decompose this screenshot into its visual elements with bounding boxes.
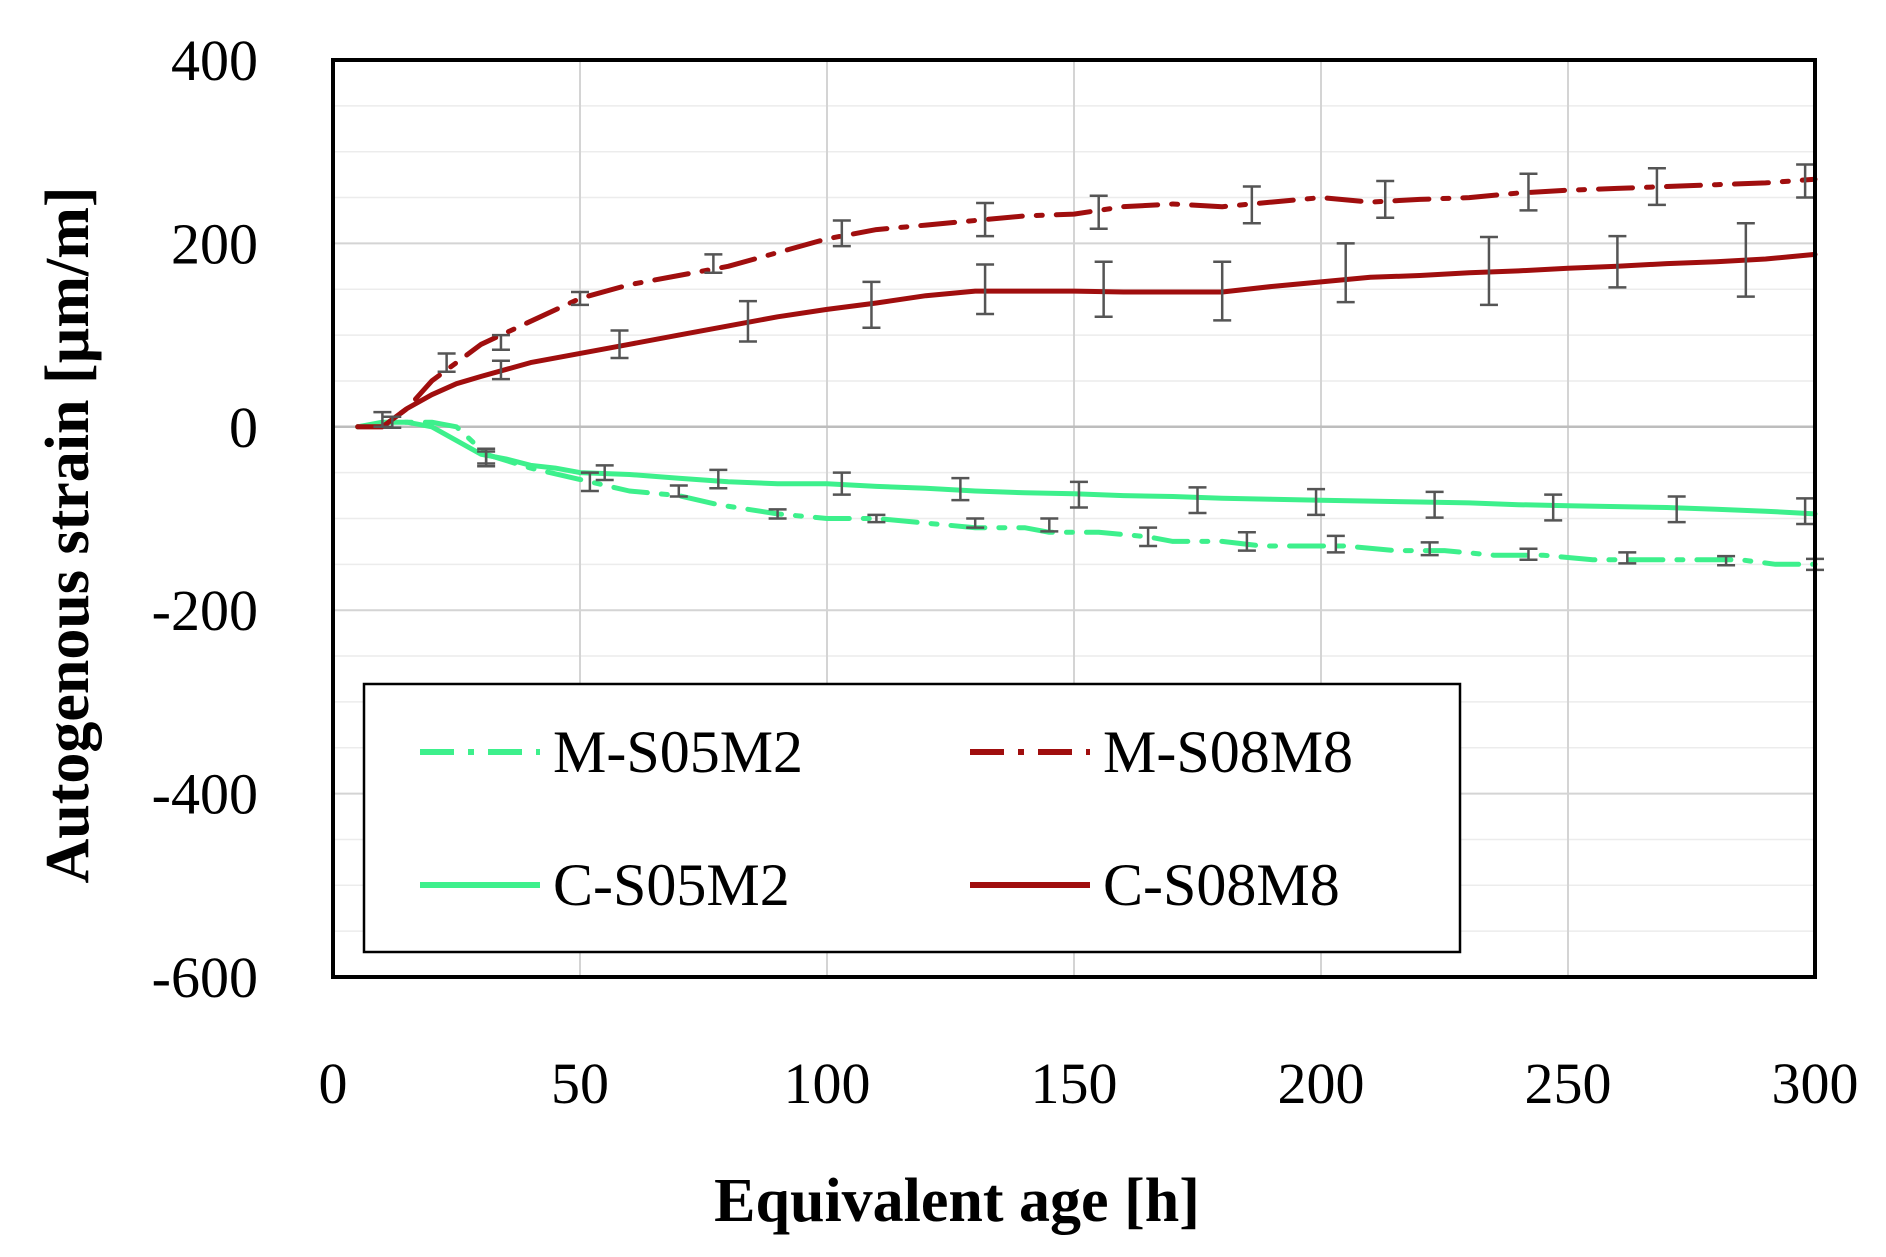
x-tick-label: 300 — [1772, 1051, 1859, 1116]
y-tick-label: -200 — [152, 578, 258, 643]
series-line — [355, 419, 1818, 517]
y-tick-label: -400 — [152, 762, 258, 827]
legend-label-m-s05m2: M-S05M2 — [553, 719, 803, 785]
y-tick-label: 200 — [171, 211, 258, 276]
x-tick-label: 0 — [319, 1051, 348, 1116]
y-tick-label: 0 — [229, 395, 258, 460]
x-tick-label: 100 — [784, 1051, 871, 1116]
legend-label-m-s08m8: M-S08M8 — [1103, 719, 1353, 785]
x-tick-label: 200 — [1278, 1051, 1365, 1116]
x-tick-label: 50 — [551, 1051, 609, 1116]
series-line — [355, 176, 1818, 430]
series-line — [355, 419, 1818, 567]
legend-label-c-s08m8: C-S08M8 — [1103, 852, 1340, 918]
x-axis-title: Equivalent age [h] — [714, 1167, 1200, 1235]
y-axis-title: Autogenous strain [µm/m] — [34, 186, 102, 883]
legend-label-c-s05m2: C-S05M2 — [553, 852, 790, 918]
legend-box — [362, 682, 1462, 954]
series-layer — [355, 176, 1818, 567]
legend: M-S05M2 M-S08M8 C-S05M2 C-S08M8 — [362, 682, 1462, 954]
error-layer — [373, 163, 1824, 572]
tick-layer: 0 50 100 150 200 250 300 400 200 0 -200 -400 -600 — [152, 28, 1859, 1116]
series-line — [355, 251, 1818, 430]
y-tick-label: 400 — [171, 28, 258, 93]
y-tick-label: -600 — [152, 945, 258, 1010]
plot-frame — [331, 58, 1817, 979]
x-tick-label: 150 — [1031, 1051, 1118, 1116]
x-tick-label: 250 — [1525, 1051, 1612, 1116]
